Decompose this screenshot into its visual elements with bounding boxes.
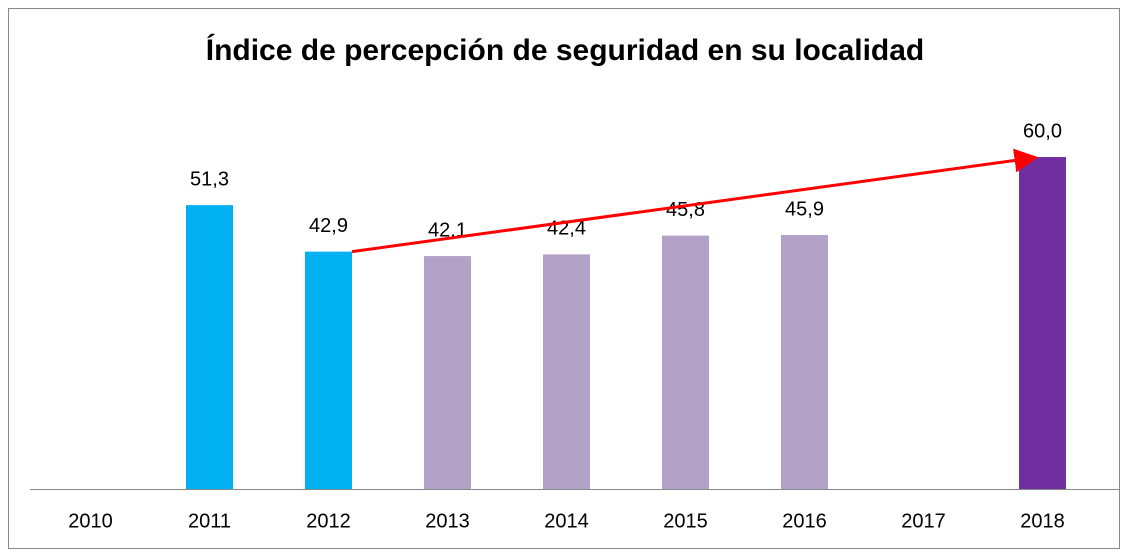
chart-title: Índice de percepción de seguridad en su …: [206, 33, 925, 67]
value-label: 45,9: [785, 198, 824, 220]
trend-arrow: [351, 148, 1039, 254]
x-tick-label: 2014: [544, 510, 589, 532]
value-label: 60,0: [1023, 120, 1062, 142]
bar: [543, 254, 590, 489]
bar: [781, 235, 828, 489]
x-tick-label: 2015: [663, 510, 708, 532]
value-label: 51,3: [190, 168, 229, 190]
bar: [186, 205, 233, 489]
x-tick-label: 2013: [425, 510, 470, 532]
value-label: 42,9: [309, 215, 348, 237]
value-label: 45,8: [666, 199, 705, 221]
bar: [662, 235, 709, 489]
x-tick-label: 2018: [1020, 510, 1065, 532]
bar: [424, 256, 471, 489]
x-tick-label: 2012: [306, 510, 351, 532]
bar: [1019, 157, 1066, 489]
x-tick-label: 2011: [188, 510, 231, 532]
x-tick-label: 2016: [782, 510, 827, 532]
x-tick-label: 2017: [901, 510, 946, 532]
bar: [305, 251, 352, 489]
x-tick-label: 2010: [68, 510, 113, 532]
